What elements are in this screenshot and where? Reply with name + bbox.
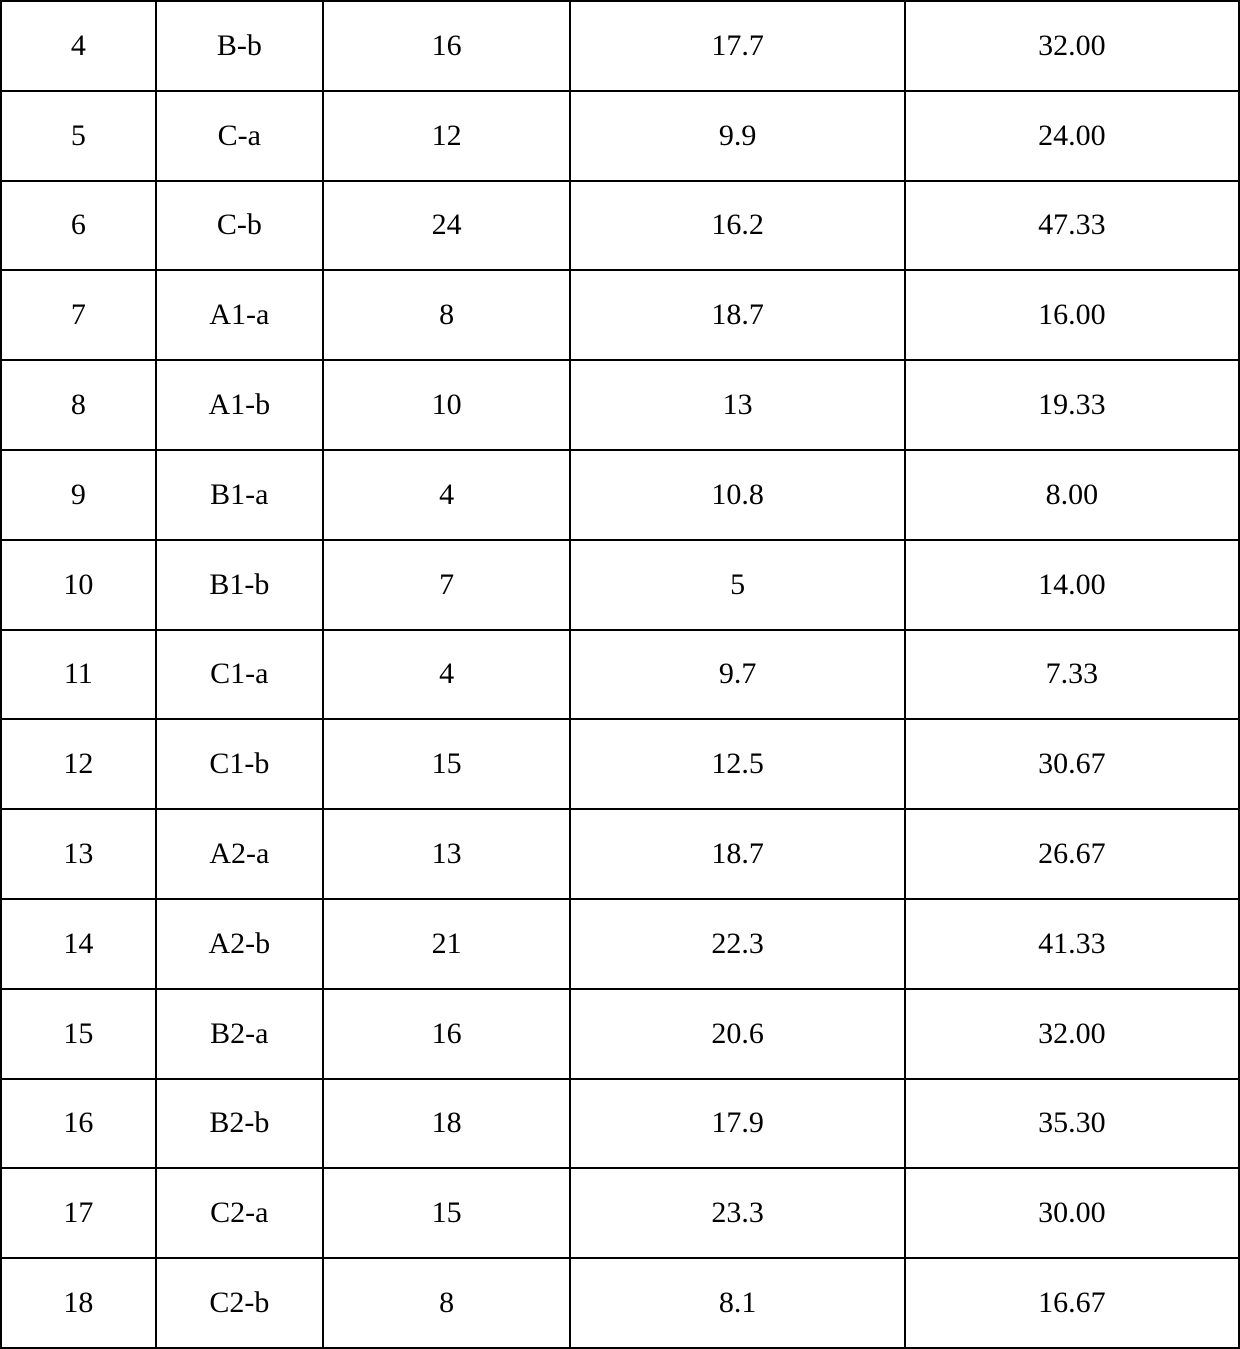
table-cell: 15 bbox=[323, 719, 571, 809]
table-cell: 9 bbox=[1, 450, 156, 540]
table-row: 6 C-b 24 16.2 47.33 bbox=[1, 181, 1239, 271]
table-cell: 32.00 bbox=[905, 1, 1239, 91]
table-cell: 12 bbox=[1, 719, 156, 809]
table-row: 12 C1-b 15 12.5 30.67 bbox=[1, 719, 1239, 809]
table-cell: 14.00 bbox=[905, 540, 1239, 630]
table-cell: 9.9 bbox=[570, 91, 904, 181]
table-row: 16 B2-b 18 17.9 35.30 bbox=[1, 1079, 1239, 1169]
table-cell: 10 bbox=[323, 360, 571, 450]
table-cell: 10 bbox=[1, 540, 156, 630]
table-cell: C1-b bbox=[156, 719, 323, 809]
table-row: 9 B1-a 4 10.8 8.00 bbox=[1, 450, 1239, 540]
table-cell: 12.5 bbox=[570, 719, 904, 809]
table-row: 14 A2-b 21 22.3 41.33 bbox=[1, 899, 1239, 989]
table-cell: A1-b bbox=[156, 360, 323, 450]
table-cell: 4 bbox=[323, 630, 571, 720]
table-cell: 21 bbox=[323, 899, 571, 989]
table-cell: 17 bbox=[1, 1168, 156, 1258]
table-cell: 16.2 bbox=[570, 181, 904, 271]
table-row: 11 C1-a 4 9.7 7.33 bbox=[1, 630, 1239, 720]
table-cell: 4 bbox=[1, 1, 156, 91]
table-cell: 10.8 bbox=[570, 450, 904, 540]
table-cell: 8.00 bbox=[905, 450, 1239, 540]
table-cell: C-b bbox=[156, 181, 323, 271]
table-cell: 16.67 bbox=[905, 1258, 1239, 1348]
table-cell: 32.00 bbox=[905, 989, 1239, 1079]
table-cell: 8 bbox=[323, 270, 571, 360]
table-cell: 47.33 bbox=[905, 181, 1239, 271]
table-cell: 8 bbox=[323, 1258, 571, 1348]
table-row: 7 A1-a 8 18.7 16.00 bbox=[1, 270, 1239, 360]
table-cell: 16 bbox=[1, 1079, 156, 1169]
table-cell: A2-a bbox=[156, 809, 323, 899]
table-cell: 5 bbox=[570, 540, 904, 630]
table-cell: 16 bbox=[323, 989, 571, 1079]
table-cell: 17.7 bbox=[570, 1, 904, 91]
table-cell: C2-a bbox=[156, 1168, 323, 1258]
table-row: 15 B2-a 16 20.6 32.00 bbox=[1, 989, 1239, 1079]
table-cell: 7 bbox=[1, 270, 156, 360]
table-row: 5 C-a 12 9.9 24.00 bbox=[1, 91, 1239, 181]
table-row: 4 B-b 16 17.7 32.00 bbox=[1, 1, 1239, 91]
table-cell: 13 bbox=[570, 360, 904, 450]
table-cell: C-a bbox=[156, 91, 323, 181]
table-row: 10 B1-b 7 5 14.00 bbox=[1, 540, 1239, 630]
table-row: 8 A1-b 10 13 19.33 bbox=[1, 360, 1239, 450]
table-cell: B2-b bbox=[156, 1079, 323, 1169]
table-cell: B-b bbox=[156, 1, 323, 91]
table-cell: 7 bbox=[323, 540, 571, 630]
table-cell: C2-b bbox=[156, 1258, 323, 1348]
table-cell: 30.67 bbox=[905, 719, 1239, 809]
table-cell: 35.30 bbox=[905, 1079, 1239, 1169]
table-cell: 8 bbox=[1, 360, 156, 450]
table-cell: 24 bbox=[323, 181, 571, 271]
table-cell: 14 bbox=[1, 899, 156, 989]
table-cell: 12 bbox=[323, 91, 571, 181]
table-cell: 24.00 bbox=[905, 91, 1239, 181]
table-row: 17 C2-a 15 23.3 30.00 bbox=[1, 1168, 1239, 1258]
table-cell: 5 bbox=[1, 91, 156, 181]
table-body: 4 B-b 16 17.7 32.00 5 C-a 12 9.9 24.00 6… bbox=[1, 1, 1239, 1348]
table-cell: 17.9 bbox=[570, 1079, 904, 1169]
table-cell: A2-b bbox=[156, 899, 323, 989]
table-cell: 19.33 bbox=[905, 360, 1239, 450]
table-row: 18 C2-b 8 8.1 16.67 bbox=[1, 1258, 1239, 1348]
table-cell: 20.6 bbox=[570, 989, 904, 1079]
table-cell: 22.3 bbox=[570, 899, 904, 989]
table-cell: 7.33 bbox=[905, 630, 1239, 720]
table-cell: 41.33 bbox=[905, 899, 1239, 989]
table-cell: 18.7 bbox=[570, 270, 904, 360]
table-cell: 26.67 bbox=[905, 809, 1239, 899]
table-cell: 30.00 bbox=[905, 1168, 1239, 1258]
table-cell: B2-a bbox=[156, 989, 323, 1079]
table-cell: 18 bbox=[1, 1258, 156, 1348]
table-cell: 15 bbox=[323, 1168, 571, 1258]
table-row: 13 A2-a 13 18.7 26.67 bbox=[1, 809, 1239, 899]
table-cell: B1-b bbox=[156, 540, 323, 630]
table-cell: 15 bbox=[1, 989, 156, 1079]
table-cell: 18.7 bbox=[570, 809, 904, 899]
table-cell: 9.7 bbox=[570, 630, 904, 720]
table-cell: 6 bbox=[1, 181, 156, 271]
table-cell: 23.3 bbox=[570, 1168, 904, 1258]
table-cell: 16 bbox=[323, 1, 571, 91]
table-cell: 13 bbox=[323, 809, 571, 899]
data-table-container: 4 B-b 16 17.7 32.00 5 C-a 12 9.9 24.00 6… bbox=[0, 0, 1240, 1348]
table-cell: B1-a bbox=[156, 450, 323, 540]
table-cell: 18 bbox=[323, 1079, 571, 1169]
data-table: 4 B-b 16 17.7 32.00 5 C-a 12 9.9 24.00 6… bbox=[0, 0, 1240, 1349]
table-cell: 4 bbox=[323, 450, 571, 540]
table-cell: 16.00 bbox=[905, 270, 1239, 360]
table-cell: 8.1 bbox=[570, 1258, 904, 1348]
table-cell: 11 bbox=[1, 630, 156, 720]
table-cell: 13 bbox=[1, 809, 156, 899]
table-cell: C1-a bbox=[156, 630, 323, 720]
table-cell: A1-a bbox=[156, 270, 323, 360]
